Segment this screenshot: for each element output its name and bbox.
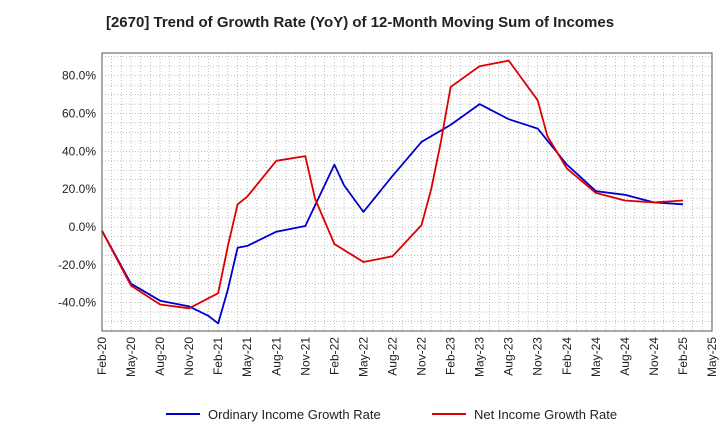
x-tick-label: Feb-25: [676, 337, 690, 375]
x-tick-label: Feb-23: [444, 337, 458, 375]
data-point: [479, 103, 481, 105]
data-point: [566, 164, 568, 166]
data-point: [304, 225, 306, 227]
legend-label: Ordinary Income Growth Rate: [208, 407, 381, 422]
data-point: [682, 203, 684, 205]
series-line-net-income-growth-rate: [101, 59, 684, 310]
data-point: [246, 196, 248, 198]
y-tick-label: 80.0%: [62, 69, 96, 83]
data-point: [430, 188, 432, 190]
x-tick-label: Aug-21: [269, 337, 283, 376]
x-tick-label: Feb-24: [560, 337, 574, 375]
x-tick-label: Feb-21: [211, 337, 225, 375]
x-tick-label: May-22: [356, 337, 370, 377]
data-point: [546, 135, 548, 137]
data-point: [421, 224, 423, 226]
data-point: [227, 288, 229, 290]
y-tick-label: 60.0%: [62, 107, 96, 121]
data-point: [624, 194, 626, 196]
x-tick-label: Feb-22: [327, 337, 341, 375]
x-tick-label: Aug-20: [153, 337, 167, 376]
data-point: [391, 255, 393, 257]
x-tick-label: Feb-20: [95, 337, 109, 375]
y-tick-label: -20.0%: [58, 258, 96, 272]
x-tick-label: Aug-24: [618, 337, 632, 376]
data-point: [304, 155, 306, 157]
data-point: [217, 322, 219, 324]
x-tick-label: May-20: [124, 337, 138, 377]
series-line-ordinary-income-growth-rate: [101, 103, 684, 325]
data-point: [237, 203, 239, 205]
plot-frame: [101, 52, 713, 332]
data-point: [624, 200, 626, 202]
data-point: [227, 245, 229, 247]
x-tick-label: May-23: [473, 337, 487, 377]
x-tick-label: Nov-23: [531, 337, 545, 376]
x-tick-label: Nov-22: [415, 337, 429, 376]
data-point: [188, 307, 190, 309]
x-tick-label: May-21: [240, 337, 254, 377]
data-point: [275, 160, 277, 162]
x-tick-label: Nov-20: [182, 337, 196, 376]
data-point: [159, 300, 161, 302]
y-tick-label: 0.0%: [69, 220, 97, 234]
data-point: [566, 167, 568, 169]
y-tick-label: -40.0%: [58, 296, 96, 310]
chart-title: [2670] Trend of Growth Rate (YoY) of 12-…: [105, 14, 615, 31]
data-point: [237, 247, 239, 249]
data-point: [537, 99, 539, 101]
data-point: [682, 200, 684, 202]
data-point: [450, 124, 452, 126]
x-tick-label: Aug-22: [385, 337, 399, 376]
data-point: [217, 292, 219, 294]
data-point: [508, 60, 510, 62]
data-point: [421, 141, 423, 143]
data-point: [595, 192, 597, 194]
x-tick-label: Nov-24: [647, 337, 661, 376]
data-point: [537, 128, 539, 130]
x-tick-label: Aug-23: [502, 337, 516, 376]
y-tick-label: 20.0%: [62, 182, 96, 196]
data-point: [362, 261, 364, 263]
legend-label: Net Income Growth Rate: [474, 407, 617, 422]
data-point: [479, 65, 481, 67]
data-point: [333, 243, 335, 245]
x-tick-label: May-25: [705, 337, 719, 377]
data-point: [450, 86, 452, 88]
series-layer: [101, 59, 684, 325]
data-point: [159, 304, 161, 306]
data-point: [343, 184, 345, 186]
data-point: [391, 175, 393, 177]
data-point: [246, 245, 248, 247]
data-point: [314, 198, 316, 200]
data-point: [362, 211, 364, 213]
plot-area: [102, 53, 712, 331]
data-point: [333, 164, 335, 166]
data-point: [508, 118, 510, 120]
axis-layer: -40.0% -20.0% 0.0% 20.0% 40.0% 60.0% 80.0% Feb-…: [58, 69, 719, 377]
legend: Ordinary Income Growth Rate Net Income Gr…: [166, 407, 617, 422]
data-point: [275, 231, 277, 233]
data-point: [208, 315, 210, 317]
x-tick-label: May-24: [589, 337, 603, 377]
data-point: [130, 285, 132, 287]
data-point: [440, 141, 442, 143]
x-tick-label: Nov-21: [298, 337, 312, 376]
data-point: [653, 201, 655, 203]
y-tick-label: 40.0%: [62, 144, 96, 158]
